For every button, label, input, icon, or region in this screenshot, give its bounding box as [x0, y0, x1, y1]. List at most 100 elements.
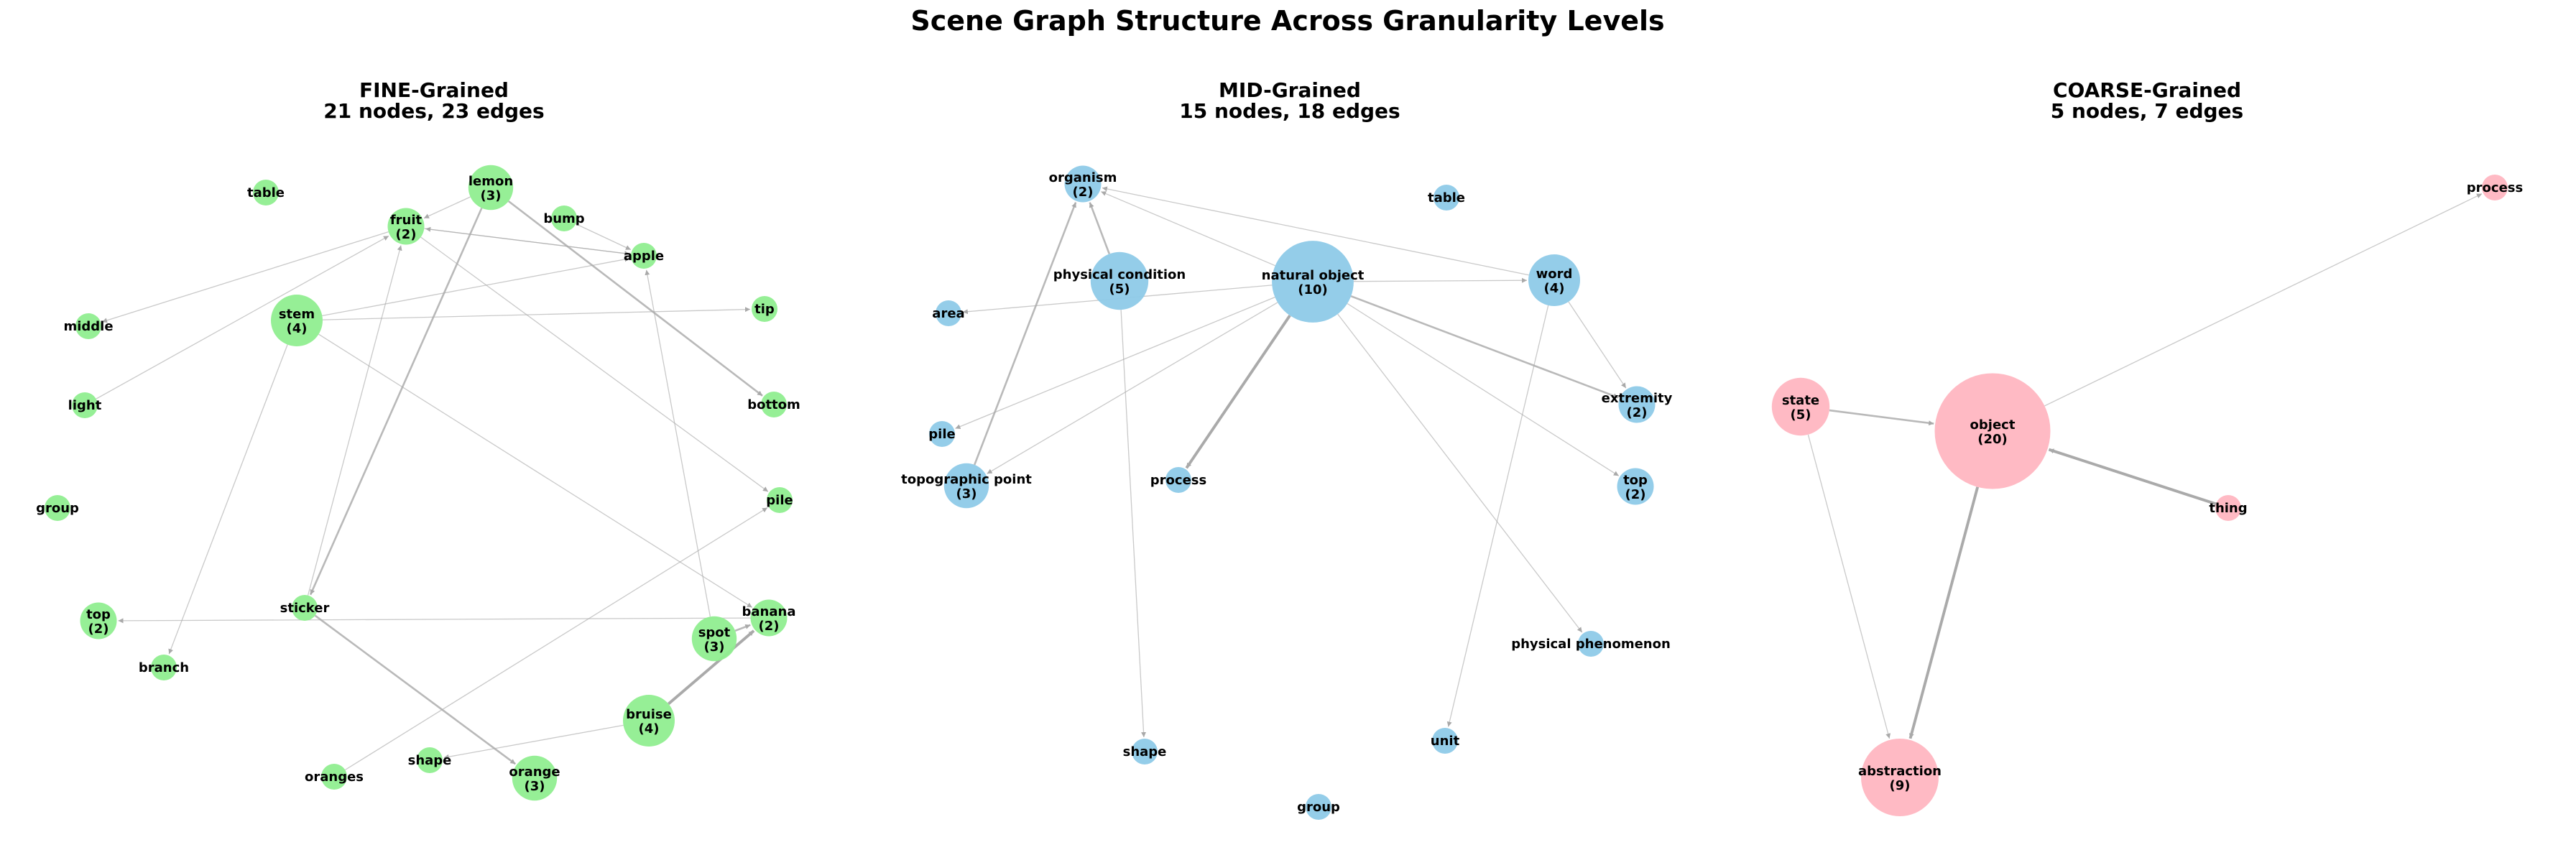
node-light: light [68, 392, 102, 418]
node-topographic-point-label: topographic point [901, 472, 1032, 487]
node-group-label: group [1297, 800, 1340, 815]
node-group-label: group [36, 501, 79, 516]
node-sticker-circle [292, 595, 318, 621]
node-top-circle [80, 602, 117, 639]
node-pile-label: pile [766, 493, 793, 508]
node-process-circle [1165, 467, 1191, 493]
node-pile-circle [767, 487, 793, 513]
edge-thing-to-object [2048, 448, 2217, 506]
node-pile: pile [766, 487, 793, 513]
edge-lemon-to-sticker [309, 207, 483, 596]
node-organism-count: (2) [1073, 185, 1094, 200]
edge-bruise-to-banana [668, 629, 755, 706]
node-bruise-label: bruise [626, 707, 672, 722]
edge-stem-to-banana [318, 333, 753, 608]
node-bottom: bottom [747, 392, 800, 417]
panel-fine-title: FINE-Grained [359, 78, 509, 102]
edge-apple-to-fruit [425, 226, 632, 255]
node-branch-circle [151, 655, 177, 680]
node-word: word(4) [1528, 254, 1580, 306]
node-bump-label: bump [543, 211, 584, 226]
node-stem-circle [271, 295, 323, 346]
edge-natural-object-to-word [1353, 277, 1528, 283]
node-bottom-label: bottom [747, 397, 800, 412]
node-topographic-point-count: (3) [956, 486, 977, 502]
node-extremity: extremity(2) [1602, 386, 1673, 423]
node-natural-object-circle [1272, 241, 1354, 323]
node-area-circle [936, 300, 961, 326]
node-state-label: state [1782, 393, 1819, 408]
node-fruit-count: (2) [396, 227, 417, 242]
panel-fine-subtitle: 21 nodes, 23 edges [323, 99, 544, 123]
node-top-count: (2) [1625, 487, 1646, 502]
node-top-count: (2) [88, 622, 109, 637]
node-middle-circle [75, 313, 101, 339]
node-bruise-circle [623, 695, 675, 747]
edge-stem-to-tip [322, 307, 751, 320]
node-thing-circle [2215, 495, 2241, 521]
node-bottom-circle [761, 392, 787, 417]
edge-lemon-to-bottom [507, 200, 763, 397]
panel-coarse-title: COARSE-Grained [2053, 78, 2241, 102]
edge-spot-to-banana [734, 624, 751, 632]
panel-fine-edges [96, 196, 769, 771]
node-bruise-count: (4) [639, 721, 660, 736]
node-process-circle [2482, 175, 2508, 200]
node-group-circle [1306, 794, 1331, 820]
node-process: process [1150, 467, 1206, 493]
node-fruit: fruit(2) [387, 208, 425, 245]
node-orange: orange(3) [509, 755, 560, 801]
edge-word-to-extremity [1568, 301, 1627, 389]
edge-oranges-to-pile [344, 507, 768, 771]
panel-coarse-nodes: process state(5) object(20) thing abstractio… [1771, 175, 2523, 816]
node-sticker: sticker [280, 595, 330, 621]
node-thing-label: thing [2209, 501, 2247, 516]
panel-coarse-subtitle: 5 nodes, 7 edges [2051, 99, 2243, 123]
node-top-label: top [86, 607, 111, 622]
node-shape-label: shape [1123, 744, 1167, 759]
node-branch-label: branch [139, 660, 189, 675]
node-lemon-circle [468, 165, 514, 211]
node-pile: pile [928, 421, 956, 447]
node-group: group [36, 495, 79, 521]
node-object-count: (20) [1977, 432, 2008, 447]
node-spot-circle [691, 616, 737, 662]
edge-stem-to-apple [322, 257, 630, 317]
edge-natural-object-to-topographic-point [987, 302, 1278, 474]
node-object: object(20) [1934, 373, 2051, 489]
edge-physical-condition-to-shape [1120, 310, 1147, 738]
edge-bruise-to-shape [443, 724, 624, 759]
node-sticker-label: sticker [280, 601, 330, 616]
edge-banana-to-top [118, 617, 751, 624]
node-physical-phenomenon: physical phenomenon [1511, 631, 1671, 657]
node-word-label: word [1536, 267, 1573, 282]
node-natural-object: natural object(10) [1262, 241, 1365, 323]
node-apple-circle [631, 243, 657, 269]
node-table-label: table [247, 185, 285, 200]
edge-state-to-object [1829, 409, 1934, 426]
node-middle-label: middle [63, 319, 113, 334]
edge-natural-object-to-process [1185, 315, 1291, 469]
node-physical-condition: physical condition(5) [1053, 251, 1186, 310]
node-bruise: bruise(4) [623, 695, 675, 747]
edge-fruit-to-pile [420, 236, 769, 492]
node-banana-label: banana [742, 604, 796, 619]
node-shape-circle [417, 747, 443, 773]
node-lemon-count: (3) [481, 188, 502, 203]
node-organism: organism(2) [1049, 165, 1117, 203]
node-tip-circle [752, 296, 777, 322]
node-tip: tip [752, 296, 777, 322]
node-stem: stem(4) [271, 295, 323, 346]
node-fruit-circle [387, 208, 425, 245]
node-process: process [2467, 175, 2523, 200]
node-apple: apple [624, 243, 664, 269]
node-shape-label: shape [408, 753, 452, 768]
node-light-circle [72, 392, 98, 418]
node-middle: middle [63, 313, 114, 339]
edge-spot-to-apple [645, 269, 711, 617]
edge-object-to-process [2044, 193, 2483, 407]
edge-natural-object-to-organism [1101, 191, 1275, 267]
edge-natural-object-to-extremity [1350, 295, 1619, 399]
node-top-label: top [1623, 473, 1648, 488]
